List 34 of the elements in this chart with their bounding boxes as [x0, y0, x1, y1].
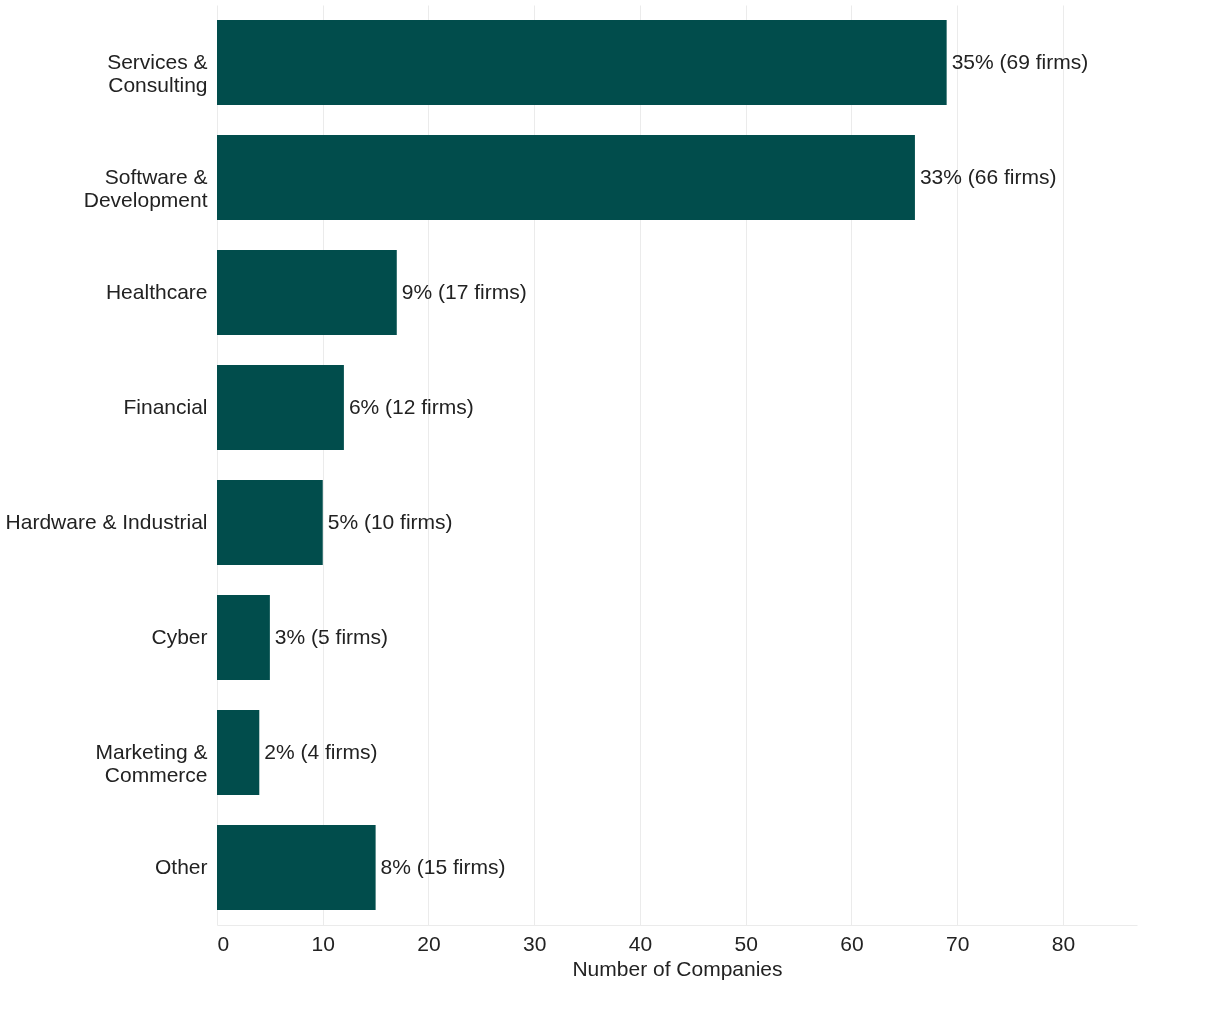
data-label: 35% (69 firms)	[951, 49, 1089, 73]
y-tick-label: Financial	[123, 394, 208, 418]
y-tick-label: Software & Development	[83, 164, 208, 211]
data-label: 6% (12 firms)	[348, 394, 474, 418]
y-tick-label: Marketing & Commerce	[95, 739, 208, 786]
bar	[217, 479, 323, 566]
bar	[217, 364, 344, 451]
x-axis-title: Number of Companies	[572, 956, 783, 980]
bar	[217, 249, 397, 336]
x-tick-label: 50	[734, 931, 758, 955]
y-tick-label: Hardware & Industrial	[5, 509, 208, 533]
data-label: 2% (4 firms)	[264, 739, 378, 763]
y-tick-label: Services & Consulting	[107, 49, 208, 96]
y-tick-label: Healthcare	[105, 279, 208, 303]
bar	[217, 134, 915, 221]
data-label: 9% (17 firms)	[401, 279, 527, 303]
bar	[217, 824, 376, 911]
x-tick-label: 10	[311, 931, 335, 955]
x-tick-label: 30	[523, 931, 547, 955]
x-tick-label: 40	[628, 931, 653, 955]
bar	[217, 19, 947, 106]
x-tick-label: 20	[417, 931, 441, 955]
y-tick-label: Cyber	[151, 624, 208, 648]
x-tick-label: 0	[217, 931, 230, 955]
bar	[217, 594, 270, 681]
y-tick-label: Other	[154, 854, 208, 878]
x-tick-label: 60	[840, 931, 864, 955]
data-label: 3% (5 firms)	[274, 624, 389, 648]
x-tick-label: 70	[946, 931, 970, 955]
data-label: 33% (66 firms)	[919, 164, 1057, 188]
x-tick-label: 80	[1051, 931, 1076, 955]
bar	[217, 709, 260, 796]
data-label: 8% (15 firms)	[380, 854, 506, 878]
data-label: 5% (10 firms)	[327, 509, 453, 533]
